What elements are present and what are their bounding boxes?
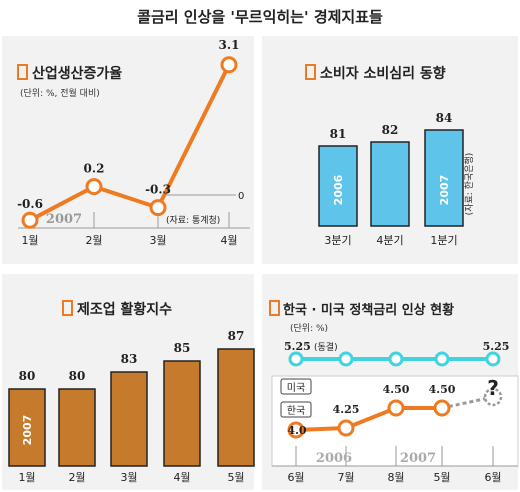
industrial-title: 산업생산증가율 [32,65,122,82]
rates-kr-data-label: 4.50 [383,383,410,396]
manufacturing-data-label: 80 [69,369,86,383]
rates-us-label-start: 5.25 [284,340,311,353]
manufacturing-chart: 80 1월 80 2월 83 3월 85 4월 87 5월 2007 [8,329,255,484]
rates-us-point [434,351,450,367]
industrial-unit-note: (단위: %, 전월 대비) [20,87,100,99]
consumer-data-label: 82 [382,123,399,137]
consumer-source: (자료: 한국은행) [463,153,475,216]
rates-kr-projection [441,395,494,410]
manufacturing-bar [217,348,255,467]
main-title: 콜금리 인상을 '무르익히는' 경제지표들 [137,8,383,26]
consumer-bar [318,145,358,227]
consumer-bar [424,129,464,227]
rates-kr-data-label: 4.50 [429,383,456,396]
industrial-x-tick-label: 4월 [220,234,237,247]
manufacturing-data-label: 85 [174,341,191,355]
manufacturing-bar [110,371,148,467]
consumer-bar-year-label: 2007 [438,175,451,206]
rates-x-tick-label: 6월 [287,471,304,484]
rates-kr-projected-point [483,387,503,407]
consumer-chart: 81 3분기 2006 82 4분기 84 1분기 2007 (자료: 한국은행) [318,111,475,247]
panel-industrial-bg [2,36,254,264]
industrial-title-marker [17,64,28,80]
rates-x-tick-label: 6월 [484,471,501,484]
manufacturing-bar [8,388,46,467]
industrial-data-label: -0.3 [145,183,171,197]
consumer-data-label: 84 [436,111,453,125]
manufacturing-year-label: 2007 [21,415,34,446]
industrial-data-label: 3.1 [219,38,240,52]
industrial-x-tick-label: 2월 [85,234,102,247]
manufacturing-data-label: 87 [228,329,245,343]
manufacturing-x-tick-label: 1월 [18,471,35,484]
rates-kr-point [287,421,305,439]
rates-year-label-2007: 2007 [400,451,436,466]
industrial-data-point [21,211,39,229]
industrial-data-point [220,56,238,74]
consumer-x-tick-label: 3분기 [324,234,351,247]
industrial-x-tick-label: 3월 [149,234,166,247]
consumer-x-tick-label: 4분기 [376,234,403,247]
rates-x-tick-label: 7월 [337,471,354,484]
manufacturing-data-label: 83 [121,352,138,366]
manufacturing-x-tick-label: 4월 [173,471,190,484]
rates-unit-note: (단위: %) [290,323,328,334]
industrial-series-line [29,63,231,222]
industrial-zero-label: 0 [238,191,244,202]
rates-freeze-label: (동결) [314,342,338,353]
consumer-bar-year-label: 2006 [332,174,345,205]
rates-us-legend-label: 미국 [287,382,305,394]
rates-us-point [388,351,404,367]
rates-kr-point [337,419,355,437]
industrial-data-point [85,178,103,196]
rates-kr-point [387,399,405,417]
rates-question-mark: ? [487,376,499,400]
rates-us-point [338,351,354,367]
industrial-source: (자료: 통계청) [166,214,220,226]
rates-plot-area [271,375,519,467]
rates-x-tick-label: 5월 [433,471,450,484]
consumer-data-label: 81 [330,127,347,141]
rates-kr-point [433,399,451,417]
consumer-x-tick-label: 1분기 [430,234,457,247]
rates-year-label-2006: 2006 [316,451,352,466]
rates-kr-legend-label: 한국 [287,405,305,417]
industrial-data-label: -0.6 [17,197,43,211]
industrial-data-label: 0.2 [84,162,105,176]
manufacturing-bar [163,360,201,467]
industrial-chart: 0 -0.6 1월 0.2 2월 -0.3 3월 3.1 4월 2007 (자료: 통계청) [17,38,250,247]
industrial-year-label: 2007 [46,212,82,227]
rates-us-legend-box [280,378,312,395]
rates-title-marker [269,300,280,316]
manufacturing-x-tick-label: 5월 [227,471,244,484]
manufacturing-x-tick-label: 3월 [120,471,137,484]
manufacturing-x-tick-label: 2월 [68,471,85,484]
rates-us-point [485,351,501,367]
rates-kr-data-label: 4.25 [333,403,360,416]
rates-title: 한국 · 미국 정책금리 인상 현황 [283,302,454,318]
rates-us-label-end: 5.25 [483,340,510,353]
manufacturing-data-label: 80 [19,369,36,383]
manufacturing-title: 제조업 활황지수 [77,301,172,318]
manufacturing-bar [58,388,96,467]
rates-kr-legend-box [280,401,312,418]
industrial-x-tick-label: 1월 [21,234,38,247]
consumer-title: 소비자 소비심리 동향 [320,65,446,82]
industrial-data-point [149,199,167,217]
consumer-bar [370,141,410,227]
rates-x-tick-label: 8월 [387,471,404,484]
rates-kr-data-label: 4.0 [287,424,306,437]
consumer-title-marker [305,64,316,80]
rates-us-point [288,351,304,367]
rates-kr-line [295,406,442,432]
manufacturing-title-marker [62,300,73,316]
